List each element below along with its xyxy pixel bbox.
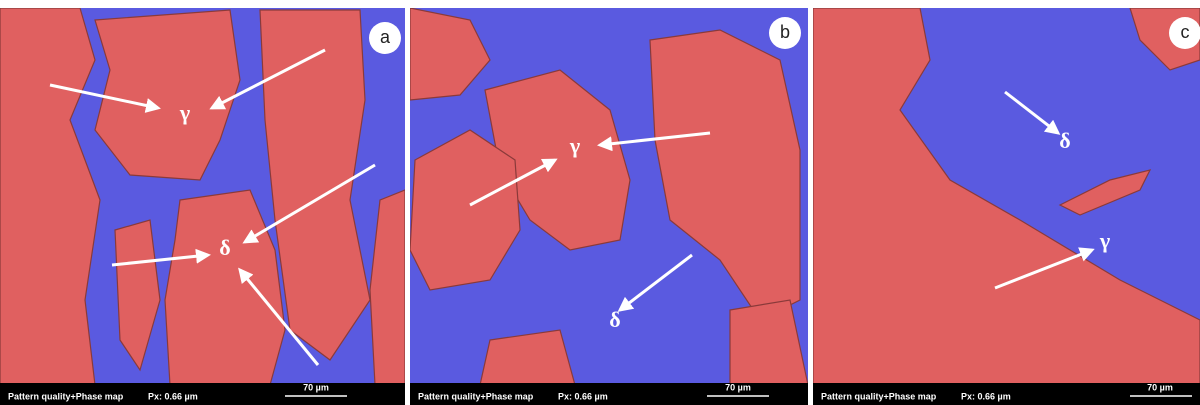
annotation: γ <box>569 133 580 158</box>
panel-a: γ δ a Pattern quality+Phase map Px: 0.66… <box>0 8 405 405</box>
pixel-size: Px: 0.66 µm <box>961 391 1011 401</box>
pixel-size: Px: 0.66 µm <box>558 391 608 401</box>
footer: Pattern quality+Phase map <box>8 391 124 401</box>
annotation: δ <box>1059 128 1070 153</box>
annotation: δ <box>609 307 620 332</box>
annotation: γ <box>179 100 190 125</box>
panel-label: b <box>780 22 790 42</box>
figure: γ δ a Pattern quality+Phase map Px: 0.66… <box>0 0 1200 405</box>
scale-bar-label: 70 µm <box>1147 382 1173 392</box>
panel-label: a <box>380 27 391 47</box>
panel-b: γ δ b Pattern quality+Phase map Px: 0.66… <box>410 8 808 405</box>
scale-bar-label: 70 µm <box>725 382 751 392</box>
scale-bar-label: 70 µm <box>303 382 329 392</box>
panel-c: δ γ c Pattern quality+Phase map Px: 0.66… <box>813 8 1200 405</box>
annotation: δ <box>219 235 230 260</box>
pixel-size: Px: 0.66 µm <box>148 391 198 401</box>
annotation: γ <box>1099 228 1110 253</box>
footer: Pattern quality+Phase map <box>418 391 534 401</box>
panel-label: c <box>1181 22 1190 42</box>
footer: Pattern quality+Phase map <box>821 391 937 401</box>
